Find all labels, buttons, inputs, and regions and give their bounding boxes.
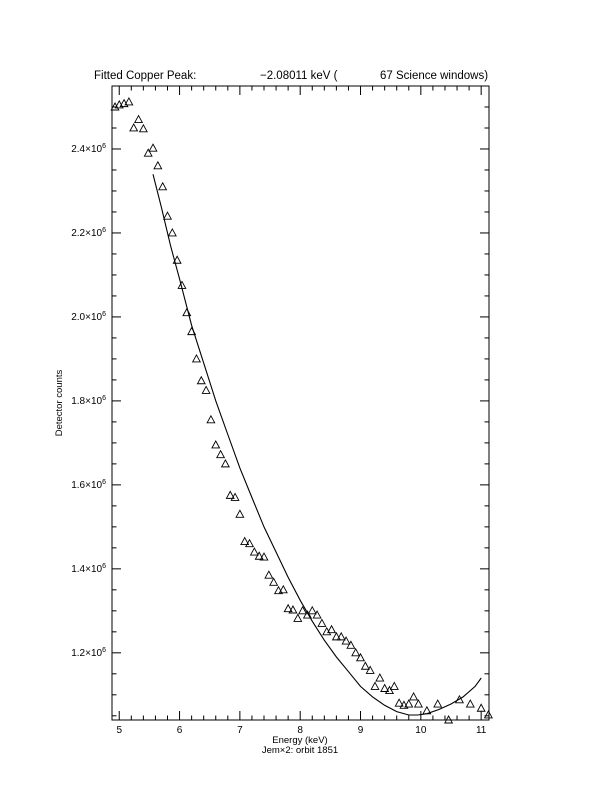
data-point: [235, 509, 245, 518]
x-axis-label: Energy (keV): [272, 735, 327, 746]
data-point: [384, 685, 395, 695]
data-point: [216, 449, 226, 459]
data-point: [269, 577, 279, 586]
x-tick-label: 9: [358, 725, 364, 736]
y-axis-label: Detector counts: [54, 369, 65, 436]
data-point: [143, 148, 153, 157]
data-point: [370, 681, 380, 690]
axis-ticks: [112, 85, 489, 720]
data-point: [351, 647, 361, 657]
data-point: [259, 552, 269, 561]
data-point: [331, 631, 341, 641]
data-point: [196, 375, 206, 385]
chart-title-left: Fitted Copper Peak:: [94, 70, 196, 82]
data-point: [133, 114, 144, 124]
data-point: [360, 661, 370, 670]
x-tick-label: 7: [237, 725, 243, 736]
data-point: [158, 181, 168, 191]
data-points: [110, 97, 493, 724]
data-point: [394, 698, 404, 707]
data-point: [409, 691, 419, 701]
y-tick-label: 1.4×106: [71, 563, 106, 575]
data-point: [182, 307, 192, 317]
data-point: [293, 613, 303, 622]
data-point: [413, 699, 423, 708]
data-point: [327, 624, 337, 634]
x-tick-label: 10: [415, 725, 427, 736]
y-tick-label: 2.2×106: [71, 227, 106, 239]
data-point: [201, 385, 211, 394]
data-point: [312, 610, 322, 619]
x-tick-label: 8: [297, 725, 303, 736]
x-tick-label: 6: [177, 725, 183, 736]
data-point: [148, 143, 158, 152]
data-point: [110, 102, 120, 111]
data-point: [288, 605, 298, 614]
data-point: [153, 160, 163, 170]
data-point: [465, 699, 475, 708]
chart-title-value: −2.08011 keV (: [260, 70, 338, 82]
data-point: [230, 492, 240, 501]
y-tick-label: 1.8×106: [71, 395, 106, 407]
data-point: [211, 440, 221, 449]
x-tick-label: 5: [116, 725, 122, 736]
data-point: [298, 605, 308, 615]
plot-caption: Jem×2: orbit 1851: [262, 745, 338, 756]
data-point: [191, 353, 202, 363]
data-point: [404, 699, 414, 708]
y-tick-label: 1.2×106: [71, 647, 106, 659]
data-point: [129, 123, 139, 132]
data-point: [336, 631, 346, 641]
data-point: [389, 681, 399, 690]
tick-labels: 5 6 7 8 9 10 11 1.2×106 1.4×106 1.6×106 1.8×106 2.0…: [71, 143, 487, 736]
fit-curve: [152, 174, 482, 716]
data-point: [355, 652, 366, 662]
data-point: [317, 618, 327, 627]
data-point: [454, 694, 464, 704]
data-point: [225, 490, 235, 499]
data-point: [264, 570, 274, 579]
data-point: [278, 584, 288, 594]
data-point: [249, 547, 259, 556]
y-tick-label: 2.0×106: [71, 311, 106, 323]
x-tick-label: 11: [476, 725, 487, 736]
data-point: [220, 458, 230, 468]
data-point: [483, 710, 493, 719]
data-point: [172, 255, 182, 264]
data-point: [380, 683, 390, 692]
data-point: [244, 538, 255, 548]
data-point: [240, 536, 250, 546]
plot-frame: [111, 85, 490, 721]
data-point: [307, 605, 317, 615]
data-point: [138, 123, 148, 133]
data-point: [365, 665, 375, 674]
y-tick-label: 2.4×106: [71, 143, 106, 155]
data-point: [476, 703, 486, 712]
data-point: [167, 228, 177, 237]
data-point: [283, 603, 293, 613]
data-point: [206, 414, 216, 424]
data-point: [254, 551, 264, 560]
data-point: [273, 585, 284, 595]
chart-title-right: 67 Science windows): [380, 70, 488, 82]
data-point: [124, 97, 134, 106]
data-point: [444, 715, 454, 724]
data-point: [375, 673, 385, 682]
data-point: [346, 640, 356, 649]
y-tick-label: 1.6×106: [71, 479, 106, 491]
data-point: [433, 699, 443, 708]
data-point: [162, 211, 173, 220]
data-point: [302, 610, 312, 619]
data-point: [341, 636, 351, 645]
